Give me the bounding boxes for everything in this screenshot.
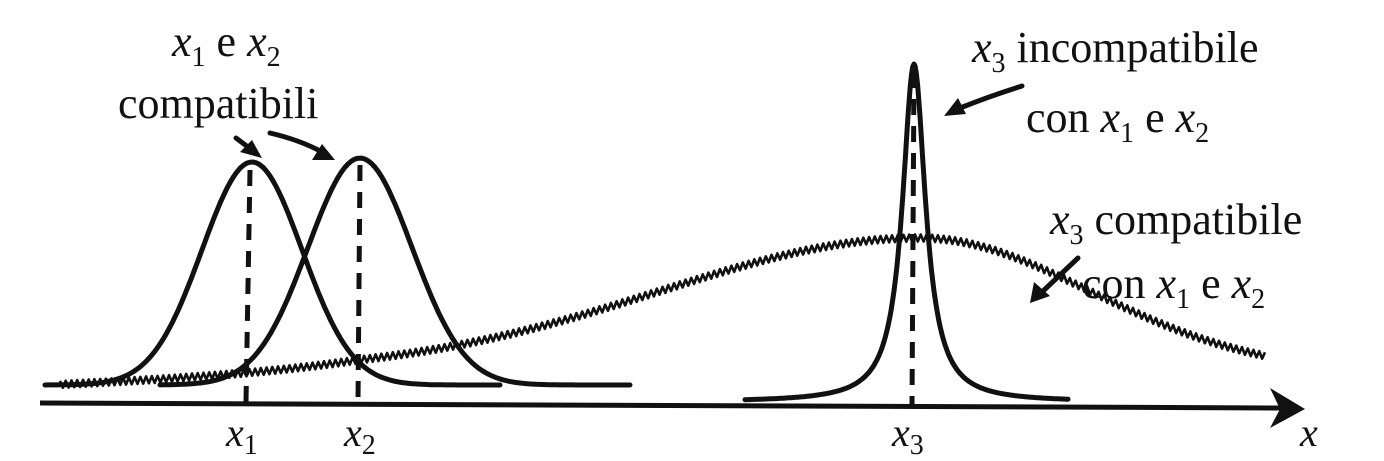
axis-variable-label: x [1299, 410, 1318, 455]
mean-line-x1 [243, 169, 253, 403]
arrow-to-x3-wide-curve [1030, 255, 1081, 303]
arrow-to-x1-peak [233, 135, 262, 158]
label-incompatible-x3-line2: con x1 e x2 [1026, 93, 1209, 149]
label-incompatible-x3-line1: x3 incompatibile [971, 23, 1258, 79]
mean-line-x2 [355, 164, 363, 403]
arrow-to-x2-peak [267, 130, 335, 160]
label-compatible-x1-x2-line2: compatibili [118, 79, 318, 128]
label-compatible-x3-line1: x3 compatibile [1049, 195, 1302, 251]
distribution-curve-x1 [42, 159, 503, 388]
narrow-distribution-curve-x3-incompatible [742, 61, 1071, 403]
axis-tick-x2: x2 [343, 410, 376, 461]
x-axis-line [39, 400, 1286, 411]
axis-tick-x3: x3 [891, 410, 924, 461]
distribution-curve-x2 [157, 155, 633, 388]
label-compatible-x3-line2: con x1 e x2 [1082, 259, 1265, 315]
label-compatible-x1-x2-line1: x1 e x2 [171, 17, 281, 73]
x-axis-arrowhead [1270, 388, 1305, 428]
wide-distribution-curve-x3-compatible [58, 233, 1267, 390]
mean-line-x3 [909, 71, 917, 406]
axis-tick-x1: x1 [225, 410, 258, 461]
arrow-to-x3-narrow-peak [944, 83, 1025, 116]
